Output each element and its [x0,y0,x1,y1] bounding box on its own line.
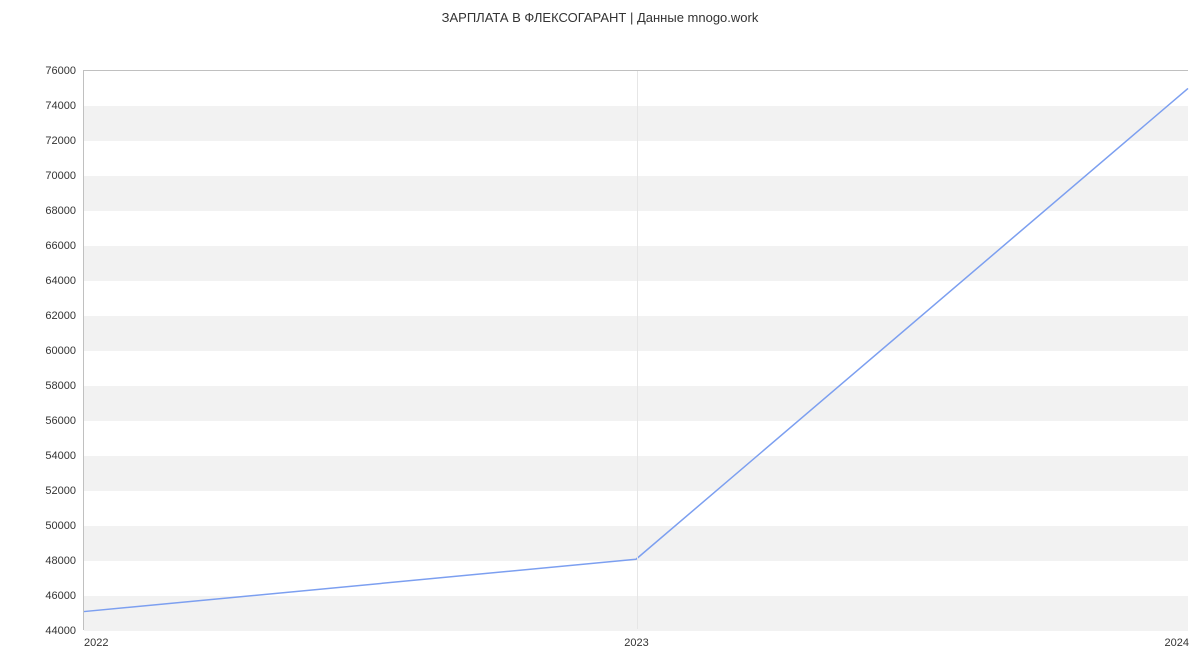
plot-area: 4400046000480005000052000540005600058000… [83,70,1188,630]
y-tick-label: 44000 [45,625,76,637]
x-gridline [637,71,638,629]
y-tick-label: 68000 [45,205,76,217]
y-tick-label: 74000 [45,100,76,112]
x-tick-label: 2023 [624,637,648,649]
x-tick-label: 2024 [1165,637,1189,649]
chart-title: ЗАРПЛАТА В ФЛЕКСОГАРАНТ | Данные mnogo.w… [0,0,1200,25]
y-tick-label: 72000 [45,135,76,147]
y-tick-label: 60000 [45,345,76,357]
y-tick-label: 66000 [45,240,76,252]
y-tick-label: 54000 [45,450,76,462]
y-tick-label: 48000 [45,555,76,567]
y-tick-label: 76000 [45,65,76,77]
y-tick-label: 62000 [45,310,76,322]
y-tick-label: 70000 [45,170,76,182]
y-tick-label: 46000 [45,590,76,602]
y-tick-label: 56000 [45,415,76,427]
x-tick-label: 2022 [84,637,108,649]
y-tick-label: 64000 [45,275,76,287]
y-tick-label: 52000 [45,485,76,497]
y-tick-label: 58000 [45,380,76,392]
y-tick-label: 50000 [45,520,76,532]
